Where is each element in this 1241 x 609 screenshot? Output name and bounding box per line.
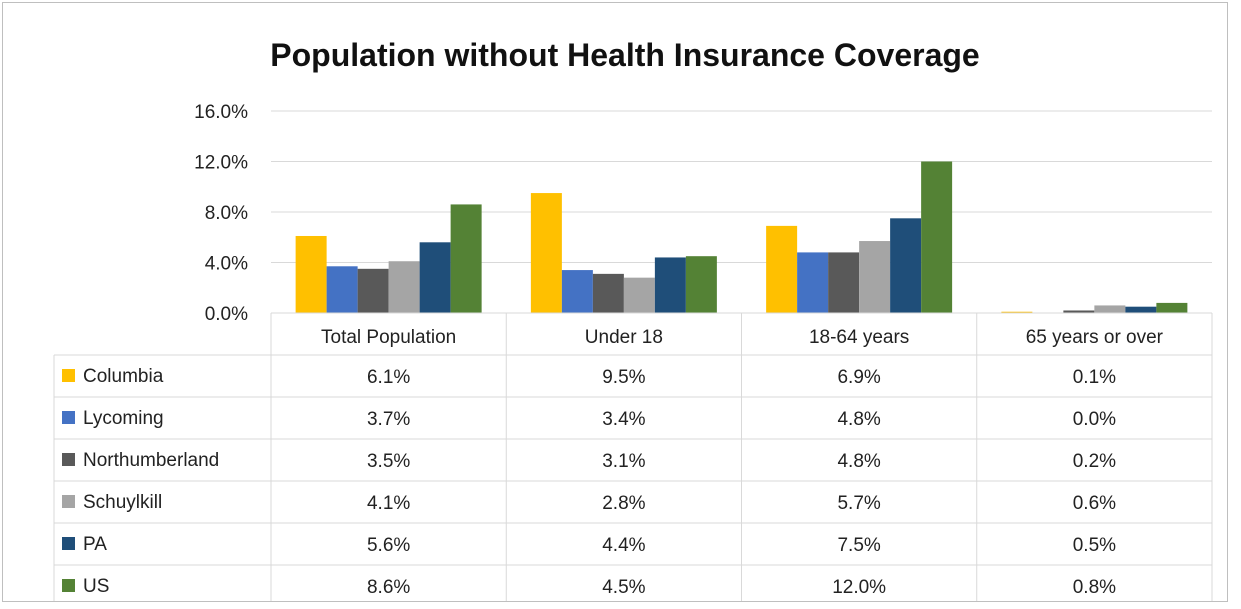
data-label: 4.8% (837, 409, 880, 430)
category-label: 65 years or over (1026, 327, 1164, 348)
bar-columbia-1 (530, 193, 562, 313)
category-label: Under 18 (585, 327, 663, 348)
bars (295, 161, 1188, 313)
data-label: 3.4% (602, 409, 645, 430)
data-label: 0.1% (1073, 367, 1116, 388)
uninsured-chart: Population without Health Insurance Cove… (53, 37, 1213, 601)
y-tick-label: 0.0% (205, 304, 248, 325)
series-name: Columbia (83, 366, 164, 387)
bar-us-0 (450, 204, 482, 313)
legend-key-us (62, 579, 75, 592)
category-label: Total Population (321, 327, 456, 348)
data-label: 3.1% (602, 451, 645, 472)
bar-northumberland-3 (1063, 310, 1095, 313)
data-label: 3.5% (367, 451, 410, 472)
bar-schuylkill-2 (859, 241, 891, 313)
data-label: 5.7% (837, 493, 880, 514)
data-label: 0.5% (1073, 535, 1116, 556)
bar-northumberland-2 (828, 252, 860, 313)
bar-pa-3 (1125, 306, 1157, 313)
bar-pa-0 (419, 242, 451, 313)
bar-northumberland-1 (592, 273, 624, 313)
legend-key-pa (62, 537, 75, 550)
series-name: Lycoming (83, 408, 164, 429)
bar-lycoming-0 (326, 266, 358, 313)
data-label: 0.6% (1073, 493, 1116, 514)
data-label: 0.2% (1073, 451, 1116, 472)
bar-us-1 (685, 256, 717, 313)
data-label: 0.0% (1073, 409, 1116, 430)
y-tick-label: 8.0% (205, 203, 248, 224)
bar-lycoming-2 (797, 252, 829, 313)
bar-columbia-3 (1001, 311, 1033, 313)
bar-schuylkill-0 (388, 261, 420, 313)
y-tick-label: 4.0% (205, 254, 248, 275)
series-name: Northumberland (83, 450, 219, 471)
bar-schuylkill-1 (623, 277, 655, 313)
data-label: 4.5% (602, 577, 645, 598)
bar-schuylkill-3 (1094, 305, 1126, 313)
data-label: 6.9% (837, 367, 880, 388)
data-label: 5.6% (367, 535, 410, 556)
data-label: 12.0% (832, 577, 886, 598)
bar-pa-1 (654, 257, 686, 313)
gridlines (271, 110, 1212, 263)
legend-key-northumberland (62, 453, 75, 466)
chart-frame: Population without Health Insurance Cove… (2, 2, 1228, 602)
y-axis-tick-labels: 0.0% 4.0% 8.0% 12.0% 16.0% (194, 102, 248, 325)
bar-pa-2 (890, 218, 922, 313)
series-name: US (83, 576, 109, 597)
data-label: 6.1% (367, 367, 410, 388)
y-tick-label: 16.0% (194, 102, 248, 123)
chart-title: Population without Health Insurance Cove… (270, 37, 979, 73)
data-label: 4.4% (602, 535, 645, 556)
bar-columbia-2 (766, 225, 798, 313)
category-label: 18-64 years (809, 327, 909, 348)
data-label: 3.7% (367, 409, 410, 430)
data-table: Total Population Under 18 18-64 years 65 ye… (53, 312, 1213, 601)
bar-columbia-0 (295, 235, 327, 313)
data-label: 9.5% (602, 367, 645, 388)
data-label: 4.1% (367, 493, 410, 514)
data-label: 0.8% (1073, 577, 1116, 598)
legend-key-schuylkill (62, 495, 75, 508)
bar-us-3 (1156, 302, 1188, 313)
legend-key-columbia (62, 369, 75, 382)
legend-key-lycoming (62, 411, 75, 424)
bar-us-2 (921, 161, 953, 313)
data-label: 2.8% (602, 493, 645, 514)
y-tick-label: 12.0% (194, 153, 248, 174)
series-name: Schuylkill (83, 492, 162, 513)
bar-lycoming-1 (561, 270, 593, 313)
series-name: PA (83, 534, 107, 555)
data-label: 4.8% (837, 451, 880, 472)
data-label: 7.5% (837, 535, 880, 556)
bar-northumberland-0 (357, 268, 389, 313)
data-label: 8.6% (367, 577, 410, 598)
